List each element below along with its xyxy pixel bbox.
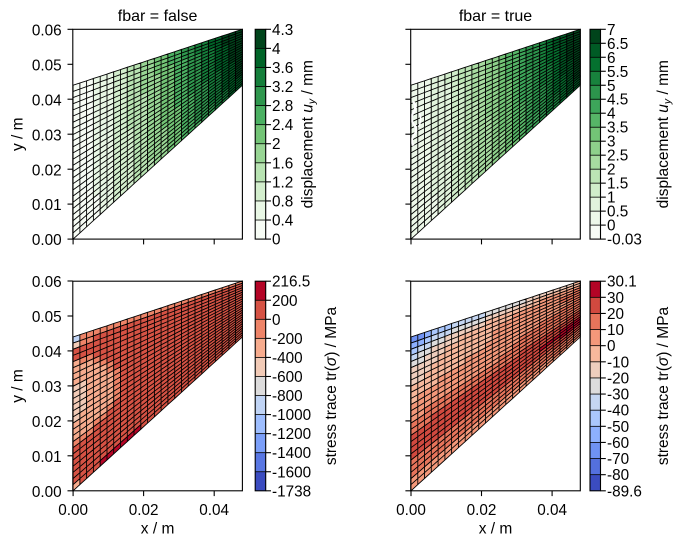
svg-text:3.2: 3.2 bbox=[272, 79, 293, 96]
svg-text:-70: -70 bbox=[607, 451, 629, 468]
svg-text:6.5: 6.5 bbox=[607, 36, 628, 53]
svg-text:displacement uy / mm: displacement uy / mm bbox=[300, 60, 319, 208]
svg-text:stress trace tr(σ) / MPa: stress trace tr(σ) / MPa bbox=[323, 306, 340, 465]
svg-text:fbar = false: fbar = false bbox=[118, 8, 198, 25]
svg-text:200: 200 bbox=[272, 293, 298, 310]
svg-text:0.01: 0.01 bbox=[32, 449, 62, 466]
svg-text:0.03: 0.03 bbox=[32, 127, 62, 144]
svg-text:0.00: 0.00 bbox=[32, 232, 62, 249]
svg-text:x / m: x / m bbox=[141, 521, 175, 538]
svg-text:7: 7 bbox=[607, 22, 616, 39]
svg-text:5.5: 5.5 bbox=[607, 64, 628, 81]
svg-text:2: 2 bbox=[607, 162, 616, 179]
svg-text:4: 4 bbox=[607, 106, 616, 123]
svg-text:0.04: 0.04 bbox=[32, 92, 62, 109]
svg-text:0.02: 0.02 bbox=[32, 162, 62, 179]
svg-text:30.1: 30.1 bbox=[607, 274, 637, 291]
svg-text:0.00: 0.00 bbox=[396, 502, 426, 519]
svg-text:4: 4 bbox=[272, 41, 281, 58]
svg-text:displacement uy / mm: displacement uy / mm bbox=[655, 60, 674, 208]
svg-text:0.05: 0.05 bbox=[32, 309, 62, 326]
svg-text:1.2: 1.2 bbox=[272, 174, 293, 191]
svg-text:-1738: -1738 bbox=[272, 483, 311, 500]
svg-text:0.01: 0.01 bbox=[32, 197, 62, 214]
svg-text:3.6: 3.6 bbox=[272, 60, 293, 77]
svg-text:-1400: -1400 bbox=[272, 445, 311, 462]
svg-text:0.06: 0.06 bbox=[32, 22, 62, 39]
svg-text:1: 1 bbox=[607, 190, 616, 207]
svg-text:0.06: 0.06 bbox=[32, 274, 62, 291]
svg-text:2: 2 bbox=[272, 136, 281, 153]
svg-text:0.8: 0.8 bbox=[272, 193, 293, 210]
svg-text:0: 0 bbox=[607, 338, 616, 355]
svg-text:1.5: 1.5 bbox=[607, 176, 628, 193]
svg-text:2.8: 2.8 bbox=[272, 98, 293, 115]
svg-text:4.3: 4.3 bbox=[272, 22, 293, 39]
svg-text:3: 3 bbox=[607, 134, 616, 151]
svg-text:0.00: 0.00 bbox=[32, 484, 62, 501]
svg-text:0.03: 0.03 bbox=[32, 379, 62, 396]
svg-text:fbar = true: fbar = true bbox=[459, 8, 532, 25]
svg-text:2.5: 2.5 bbox=[607, 148, 628, 165]
svg-text:-1200: -1200 bbox=[272, 426, 311, 443]
svg-text:-600: -600 bbox=[272, 369, 303, 386]
svg-text:6: 6 bbox=[607, 50, 616, 67]
svg-text:-40: -40 bbox=[607, 403, 629, 420]
svg-text:-200: -200 bbox=[272, 331, 303, 348]
svg-text:-400: -400 bbox=[272, 350, 303, 367]
svg-text:stress trace tr(σ) / MPa: stress trace tr(σ) / MPa bbox=[655, 306, 672, 465]
svg-text:0.5: 0.5 bbox=[607, 204, 628, 221]
svg-text:1.6: 1.6 bbox=[272, 155, 293, 172]
svg-text:-10: -10 bbox=[607, 354, 629, 371]
svg-text:0.02: 0.02 bbox=[467, 502, 497, 519]
svg-text:-20: -20 bbox=[607, 370, 629, 387]
svg-text:0.02: 0.02 bbox=[32, 414, 62, 431]
svg-text:3.5: 3.5 bbox=[607, 120, 628, 137]
svg-text:0.02: 0.02 bbox=[129, 502, 159, 519]
svg-text:-0.03: -0.03 bbox=[607, 232, 642, 249]
svg-text:0.04: 0.04 bbox=[199, 502, 229, 519]
svg-text:-30: -30 bbox=[607, 387, 629, 404]
svg-text:-60: -60 bbox=[607, 435, 629, 452]
svg-text:0.04: 0.04 bbox=[537, 502, 567, 519]
svg-text:x / m: x / m bbox=[479, 521, 513, 538]
svg-text:-1600: -1600 bbox=[272, 464, 311, 481]
svg-text:0.05: 0.05 bbox=[32, 57, 62, 74]
svg-text:0: 0 bbox=[272, 312, 281, 329]
svg-text:-800: -800 bbox=[272, 388, 303, 405]
svg-text:-89.6: -89.6 bbox=[607, 483, 642, 500]
svg-text:0: 0 bbox=[607, 218, 616, 235]
svg-text:4.5: 4.5 bbox=[607, 92, 628, 109]
svg-text:20: 20 bbox=[607, 306, 624, 323]
svg-text:0.4: 0.4 bbox=[272, 213, 294, 230]
svg-text:0: 0 bbox=[272, 232, 281, 249]
svg-text:y / m: y / m bbox=[10, 117, 27, 151]
svg-text:10: 10 bbox=[607, 322, 624, 339]
svg-text:0.04: 0.04 bbox=[32, 344, 62, 361]
svg-text:5: 5 bbox=[607, 78, 616, 95]
svg-text:30: 30 bbox=[607, 290, 624, 307]
svg-text:y / m: y / m bbox=[10, 369, 27, 403]
svg-text:-80: -80 bbox=[607, 467, 629, 484]
svg-text:0.00: 0.00 bbox=[58, 502, 88, 519]
svg-text:-50: -50 bbox=[607, 419, 629, 436]
svg-text:-1000: -1000 bbox=[272, 407, 311, 424]
svg-text:216.5: 216.5 bbox=[272, 274, 310, 291]
svg-text:2.4: 2.4 bbox=[272, 117, 294, 134]
